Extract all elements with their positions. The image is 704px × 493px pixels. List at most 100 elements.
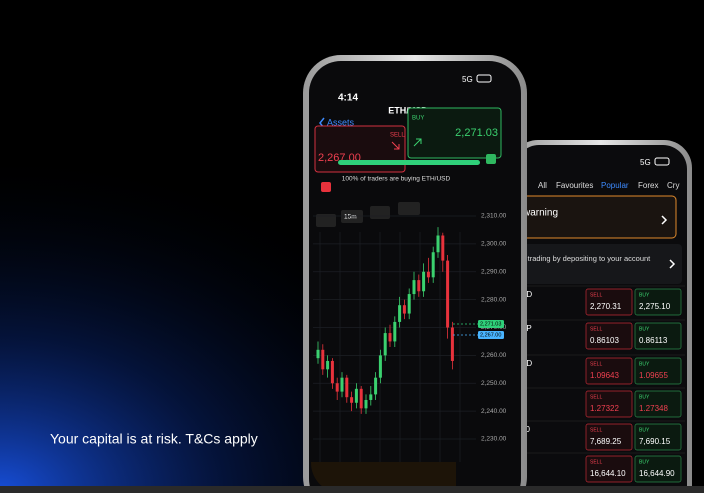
tab[interactable]: Forex [638,181,658,190]
row-sell-box[interactable] [585,322,633,350]
back-button[interactable]: Assets [327,117,355,127]
y-tick-label: 2,310.00 [481,213,507,220]
candle-body [326,360,330,370]
candle-body [340,377,344,392]
row-buy-label: BUY [639,459,650,465]
row-buy-price: 2,275.10 [639,302,671,311]
timeframe-button[interactable] [341,210,363,223]
y-tick-label: 2,280.00 [481,296,507,303]
buy-price-tag-text: 2,271.03 [480,321,501,327]
tab[interactable]: Favourites [556,181,593,190]
row-sell-box[interactable] [585,423,633,451]
row-sell-label: SELL [590,361,602,367]
disclaimer: Your capital is at risk. T&Cs apply [50,431,258,447]
sell-price-tag-text: 2,267.00 [480,332,501,338]
y-tick-label: 2,290.00 [481,268,507,275]
y-tick-label: 2,300.00 [481,241,507,248]
row-buy-price: 16,644.90 [639,469,675,478]
candle-body [446,260,450,328]
network: 5G [462,75,473,84]
sell-label: SELL [390,133,405,139]
battery-icon [476,74,492,83]
candle-body [335,383,339,392]
row-sell-price: 7,689.25 [590,437,622,446]
tab[interactable]: Popular [601,181,629,190]
buy-box[interactable] [407,107,502,159]
candle-body [321,349,325,370]
bear-icon [321,182,331,192]
candle-body [431,252,435,278]
sentiment-text: 100% of traders are buying ETH/USD [342,176,451,183]
candle-body [441,235,445,261]
tool-button[interactable] [398,202,420,215]
candle-body [436,235,440,253]
row-buy-box[interactable] [634,455,682,483]
sentiment-bar [338,160,480,165]
candle-body [364,399,368,409]
row-sell-label: SELL [590,459,602,465]
timeframe: 15m [344,214,357,221]
row-sell-box[interactable] [585,390,633,418]
row-sell-price: 0.86103 [590,336,619,345]
tab[interactable]: Cry [667,181,679,190]
chevron [661,215,668,225]
row-sell-box[interactable] [585,288,633,316]
y-tick-label: 2,260.00 [481,352,507,359]
row-sell-price: 16,644.10 [590,469,626,478]
buy-price: 2,271.03 [455,127,498,139]
tab[interactable]: All [538,181,547,190]
candle-body [388,333,392,342]
sell-price-tag [478,331,504,339]
tool-button[interactable] [370,206,390,219]
deposit-box [518,244,682,284]
bottom-bar [0,486,704,493]
up-arrow [413,138,422,147]
row-buy-box[interactable] [634,423,682,451]
y-tick-label: 2,230.00 [481,436,507,443]
row-buy-box[interactable] [634,357,682,385]
buy-label: BUY [412,116,424,122]
candle-body [378,355,382,378]
phone-back: 5G warning rt trading by depositing to y… [510,140,692,493]
candle-body [369,394,373,400]
row-buy-price: 1.09655 [639,371,668,380]
candle-body [345,377,349,398]
row-sell-price: 2,270.31 [590,302,622,311]
row-buy-box[interactable] [634,322,682,350]
row-buy-label: BUY [639,326,650,332]
y-tick-label: 2,250.00 [481,380,507,387]
down-arrow [391,141,400,150]
deposit-text[interactable]: rt trading by depositing to your account [521,254,651,263]
row-buy-price: 7,690.15 [639,437,671,446]
row-buy-box[interactable] [634,288,682,316]
row-sell-box[interactable] [585,357,633,385]
candle-body [417,280,421,292]
chevron [669,259,676,269]
candle-body [354,388,358,403]
row-buy-label: BUY [639,361,650,367]
candle-body [426,271,430,278]
tool-button[interactable] [316,214,336,227]
row-buy-price: 0.86113 [639,336,668,345]
candle-body [422,271,426,292]
row-buy-label: BUY [639,394,650,400]
battery-icon [654,157,670,166]
row-buy-price: 1.27348 [639,404,668,413]
warning-text[interactable]: warning [522,208,558,219]
y-tick-label: 2,240.00 [481,408,507,415]
phone-front: 4:14 5G Assets ETH/USD SELL 2,267.00 BUY… [303,55,527,493]
network: 5G [640,158,651,167]
row-sell-label: SELL [590,394,602,400]
status-time: 4:14 [338,93,358,104]
row-sell-label: SELL [590,427,602,433]
row-buy-label: BUY [639,427,650,433]
row-sell-box[interactable] [585,455,633,483]
candle-body [393,321,397,342]
row-sell-label: SELL [590,326,602,332]
candle-body [316,349,320,359]
bull-icon [486,154,496,164]
row-buy-box[interactable] [634,390,682,418]
candle-body [402,305,406,314]
row-sell-price: 1.09643 [590,371,619,380]
